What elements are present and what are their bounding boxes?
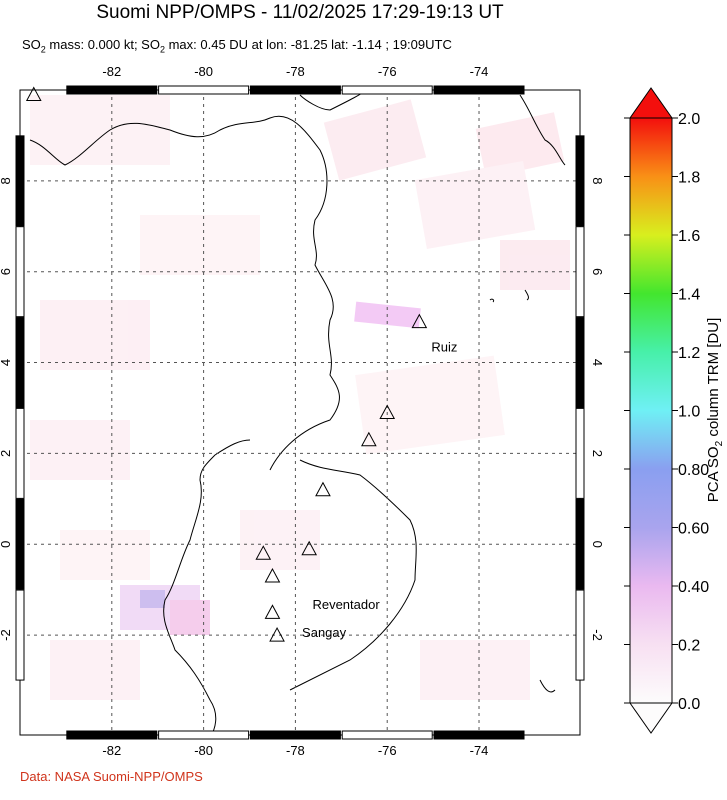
frame-ticks <box>15 85 585 740</box>
frame-tick-lon <box>433 85 525 95</box>
lat-tick-label-left: 2 <box>0 450 13 457</box>
volcano-triangle <box>264 604 281 619</box>
frame-tick-lat <box>15 135 25 227</box>
lon-tick-label-bottom: -78 <box>286 743 305 758</box>
colorbar-gradient <box>629 117 673 704</box>
so2-patches <box>30 95 570 700</box>
frame-tick-lon <box>341 85 433 95</box>
lon-tick-label-bottom: -74 <box>470 743 489 758</box>
frame-tick-lon <box>158 730 250 740</box>
colorbar-tick-label: 0.60 <box>678 521 709 538</box>
colorbar-ticks: 2.0 1.8 1.6 1.4 1.2 1.0 0.80 0.60 0.40 0.2 0.0 <box>624 111 709 713</box>
colorbar-bottom-arrow <box>629 702 673 734</box>
subtitle-sub-2: 2 <box>159 44 165 55</box>
lat-tick-label-right: 2 <box>590 450 605 457</box>
tick-labels: -82 -82 -80 -80 -78 -78 -76 -76 -74 -74 8 8 6 6 4 4 2 2 0 0… <box>0 64 605 758</box>
colorbar-tick-label: 1.4 <box>678 287 700 304</box>
lon-tick-label-bottom: -76 <box>378 743 397 758</box>
frame-tick-lat <box>15 498 25 590</box>
colorbar-tick-label: 2.0 <box>678 111 700 128</box>
frame-tick-lon <box>249 85 341 95</box>
frame-tick-lon <box>249 730 341 740</box>
frame-tick-lon <box>66 730 158 740</box>
volcano-triangle <box>25 86 42 102</box>
lat-tick-label-left: 8 <box>0 177 13 184</box>
frame-tick-lat <box>15 407 25 499</box>
volcano-label: Ruiz <box>431 340 457 355</box>
colorbar-tick-label: 1.6 <box>678 228 700 245</box>
frame-tick-lon <box>433 730 525 740</box>
frame-tick-lat <box>575 589 585 681</box>
colorbar-tick-label: 0.2 <box>678 638 700 655</box>
volcano-triangle <box>301 540 318 556</box>
volcano-triangle <box>411 313 428 329</box>
colorbar <box>629 87 673 734</box>
lat-tick-label-left: 0 <box>0 541 13 548</box>
volcano-triangle <box>361 431 377 447</box>
colorbar-tick-label: 1.0 <box>678 404 700 421</box>
frame-tick-lat <box>575 226 585 318</box>
volcano-label: Sangay <box>302 625 347 640</box>
lat-tick-label-left: -2 <box>0 629 13 641</box>
colorbar-tick-label: 0.40 <box>678 579 709 596</box>
colorbar-tick-label: 0.0 <box>678 696 700 713</box>
plot-subtitle: SO2 mass: 0.000 kt; SO2 max: 0.45 DU at … <box>22 37 452 55</box>
lon-tick-label-top: -76 <box>378 64 397 79</box>
lon-tick-label-top: -82 <box>102 64 121 79</box>
volcano-label: Reventador <box>312 597 380 612</box>
frame-tick-lat <box>15 589 25 681</box>
frame-tick-lat <box>575 135 585 227</box>
subtitle-text-mid: mass: 0.000 kt; SO <box>45 37 160 52</box>
frame-tick-lon <box>66 85 158 95</box>
lat-tick-label-right: -2 <box>590 629 605 641</box>
frame-tick-lat <box>15 226 25 318</box>
lat-tick-label-right: 8 <box>590 177 605 184</box>
frame-tick-lat <box>15 317 25 409</box>
frame-tick-lat <box>575 407 585 499</box>
colorbar-label: PCA SO2 column TRM [DU] <box>705 318 725 503</box>
subtitle-text-rest: max: 0.45 DU at lon: -81.25 lat: -1.14 ;… <box>164 37 452 52</box>
lat-tick-label-right: 6 <box>590 268 605 275</box>
subtitle-sub: 2 <box>40 44 46 55</box>
frame-tick-lon <box>341 730 433 740</box>
subtitle-text: SO <box>22 37 41 52</box>
volcano-triangle <box>269 627 285 642</box>
data-credit: Data: NASA Suomi-NPP/OMPS <box>20 769 203 784</box>
colorbar-tick-label: 0.80 <box>678 462 709 479</box>
graticule <box>20 90 580 735</box>
lon-tick-label-top: -80 <box>194 64 213 79</box>
volcano-triangle <box>264 567 281 583</box>
volcano-triangle <box>255 545 272 560</box>
frame-tick-lon <box>158 85 250 95</box>
lat-tick-label-left: 4 <box>0 359 13 366</box>
lat-tick-label-right: 0 <box>590 541 605 548</box>
lon-tick-label-top: -74 <box>470 64 489 79</box>
plot-title: Suomi NPP/OMPS - 11/02/2025 17:29-19:13 … <box>96 2 504 23</box>
lon-tick-label-bottom: -80 <box>194 743 213 758</box>
volcano-triangle <box>379 404 396 419</box>
lon-tick-label-bottom: -82 <box>102 743 121 758</box>
frame-tick-lat <box>575 317 585 409</box>
lat-tick-label-right: 4 <box>590 359 605 366</box>
colorbar-top-arrow <box>629 87 673 119</box>
lon-tick-label-top: -78 <box>286 64 305 79</box>
colorbar-tick-label: 1.8 <box>678 170 700 187</box>
lat-tick-label-left: 6 <box>0 268 13 275</box>
colorbar-tick-label: 1.2 <box>678 345 700 362</box>
volcano-markers: Ruiz Reventador Sangay <box>25 86 457 642</box>
volcano-triangle <box>315 481 331 497</box>
frame-tick-lat <box>575 498 585 590</box>
